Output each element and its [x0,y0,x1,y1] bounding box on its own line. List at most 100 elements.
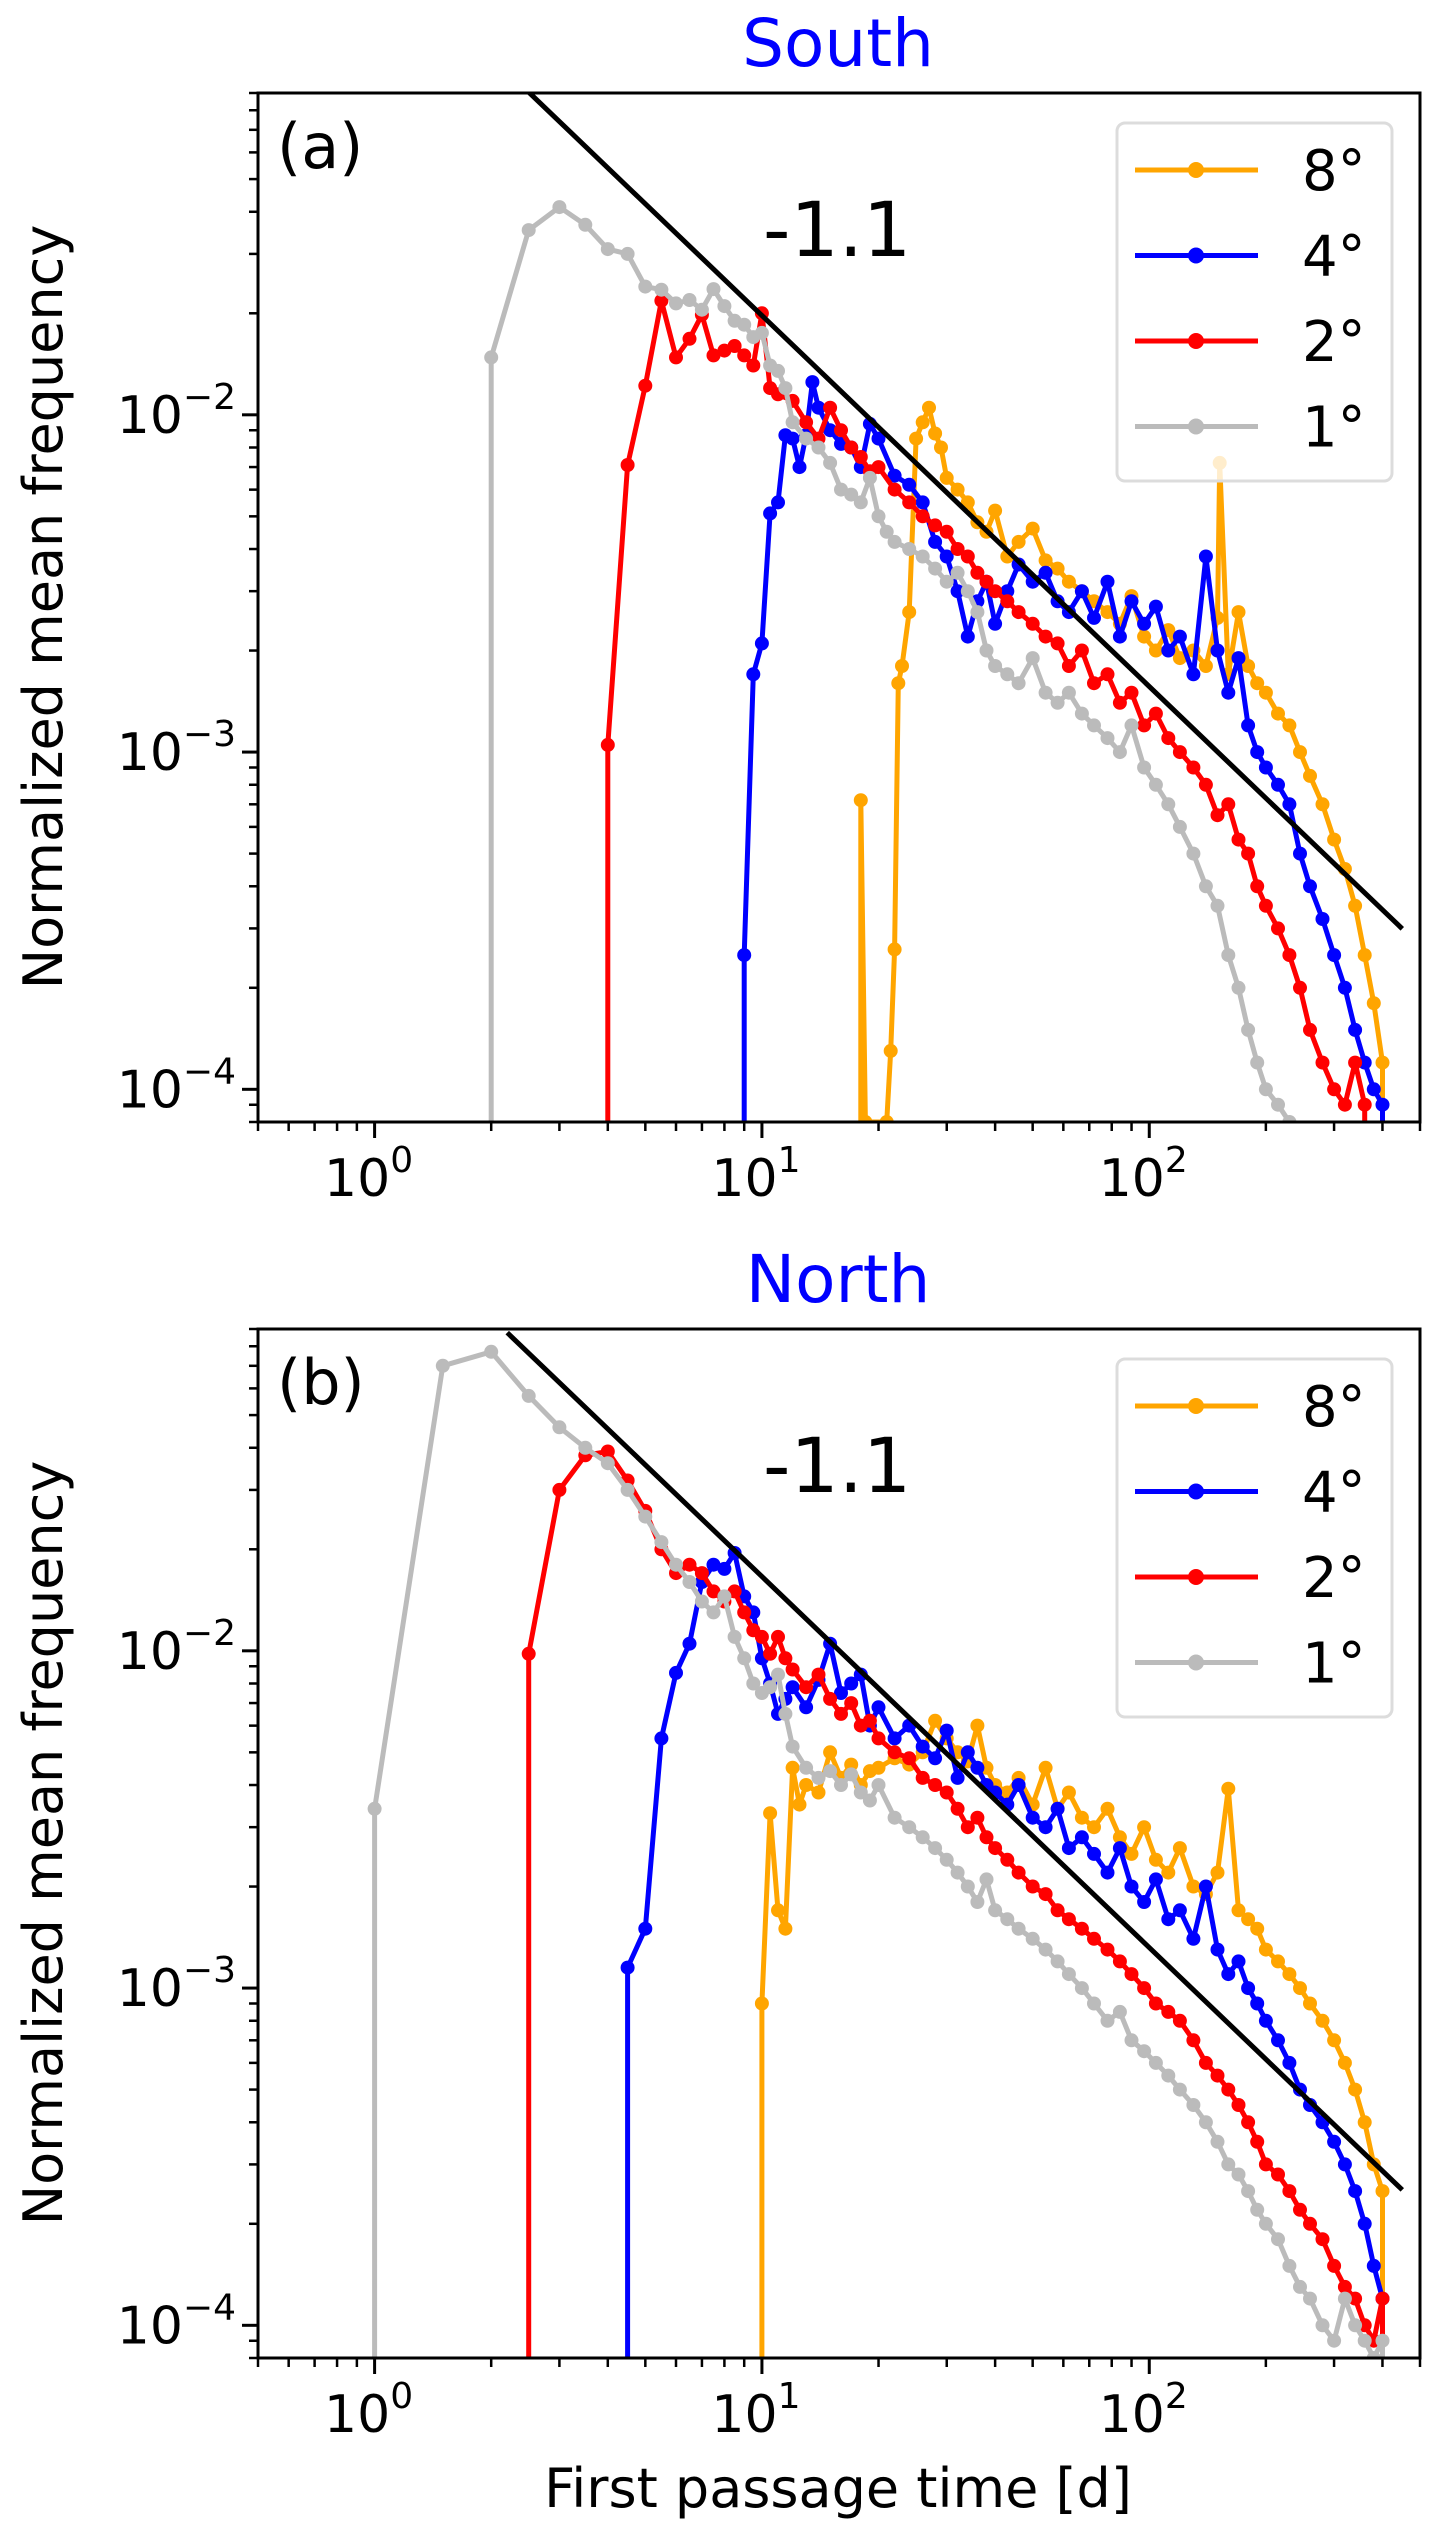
data-point [1148,1872,1163,1887]
data-point [1250,1055,1265,1070]
data-point [694,1594,709,1609]
data-point [1241,2184,1256,2199]
data-point [928,1778,943,1792]
legend-marker [1188,1654,1204,1671]
data-point [1271,1097,1285,1112]
data-point [1137,629,1152,644]
data-point [970,1895,985,1909]
data-point [1375,2184,1390,2199]
data-point [484,1344,499,1359]
data-point [1161,1912,1176,1927]
data-point [799,1760,814,1775]
legend-label: 8° [1302,1375,1366,1440]
data-point [1210,643,1225,658]
data-point [1124,2033,1139,2048]
data-point [887,482,902,497]
data-point [754,325,769,340]
data-point [620,458,635,472]
panel-title: South [742,5,934,82]
data-point [727,339,742,353]
data-point [823,1691,838,1706]
series-2deg [521,1444,1390,2358]
data-point [1231,2167,1246,2182]
data-point [1124,594,1139,609]
data-point [1074,1981,1089,1996]
data-point [1025,1931,1040,1946]
data-point [1327,1082,1342,1097]
legend-label: 1° [1302,1632,1366,1697]
data-point [717,1589,732,1604]
data-point [1348,2291,1363,2306]
data-point [778,1921,793,1936]
data-point [1210,1942,1225,1957]
data-point [1137,2044,1152,2059]
data-point [600,1444,615,1459]
data-point [1337,2291,1352,2306]
data-point [979,1872,994,1887]
data-point [1375,1055,1390,1070]
data-point [1258,2216,1273,2231]
data-point [706,1557,721,1572]
data-point [871,1700,886,1715]
data-point [871,1731,886,1746]
data-point [1231,2098,1246,2112]
data-point [1210,808,1225,823]
data-point [1000,594,1015,609]
data-point [988,659,1003,673]
legend-marker [1188,162,1204,178]
data-point [1112,695,1127,710]
data-point [1327,2134,1342,2149]
data-point [706,1584,721,1599]
data-point [1231,1903,1246,1918]
data-point [1231,1954,1246,1969]
data-point [915,495,930,510]
data-point [939,470,954,485]
data-point [1271,2033,1285,2048]
data-point [785,415,800,430]
data-point [682,1575,697,1589]
data-point [1348,2318,1363,2333]
data-point [811,1785,826,1800]
data-point [1198,1879,1213,1894]
data-point [823,423,838,438]
data-point [785,431,800,446]
data-point [928,534,943,549]
legend: 8° 4° 2° 1° [1115,1357,1394,1719]
data-point [669,350,683,365]
data-point [682,331,697,346]
data-point [771,363,785,378]
data-point [1241,1022,1256,1037]
data-point [871,1778,886,1792]
data-point [1186,2033,1201,2048]
data-point [694,1566,709,1581]
data-point [902,495,917,510]
data-point [1186,667,1201,682]
data-point [552,1482,567,1497]
data-point [1087,718,1101,733]
legend-entry: 8° [1135,139,1366,204]
data-point [669,1665,683,1680]
legend-box [1115,121,1394,483]
data-point [970,1760,985,1775]
data-point [1198,549,1213,564]
data-point [1112,2004,1127,2019]
data-layer [367,1330,1405,2358]
series-1deg [484,200,1297,1122]
data-point [1348,2184,1363,2199]
data-point [1112,1830,1127,1845]
data-point [1348,1022,1363,1037]
data-point [1074,1921,1089,1936]
data-point [1011,1921,1026,1936]
data-point [1241,846,1256,861]
data-point [1112,629,1127,644]
data-point [1337,2157,1352,2172]
data-point [1124,685,1139,700]
data-point [682,1557,697,1572]
data-point [988,1841,1003,1856]
data-point [950,1770,965,1785]
data-point [435,1358,450,1373]
data-point [763,1806,778,1821]
data-point [1241,1912,1256,1927]
data-point [950,1865,965,1880]
